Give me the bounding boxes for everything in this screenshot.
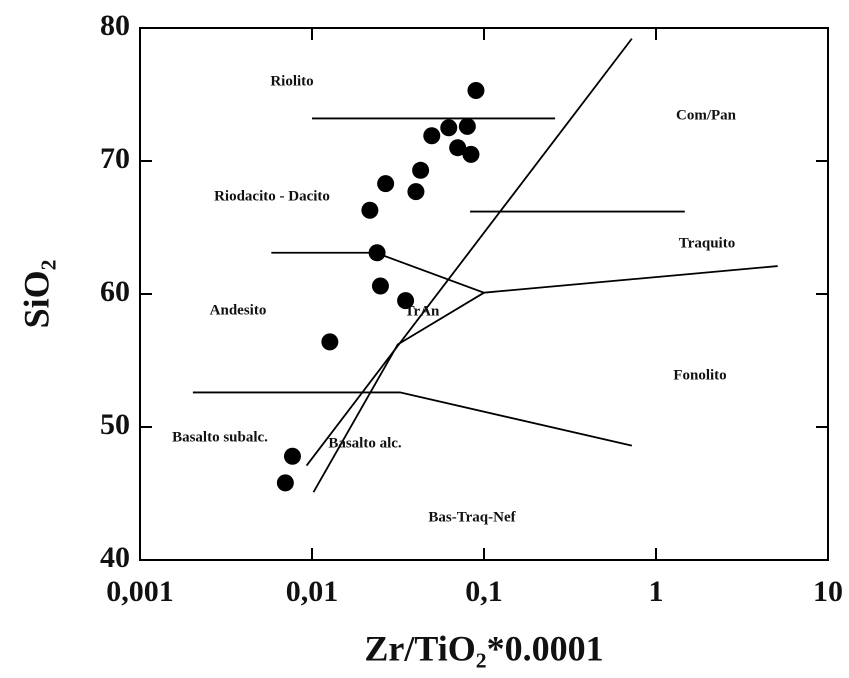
data-point: [467, 82, 485, 100]
data-point: [361, 201, 379, 219]
data-point: [458, 117, 476, 135]
field-label: Riolito: [270, 73, 313, 89]
x-tick-label: 1: [649, 575, 664, 608]
field-label: Com/Pan: [676, 107, 737, 123]
data-point: [423, 127, 441, 145]
y-axis-label: SiO₂: [16, 260, 56, 329]
field-label: Traquito: [679, 235, 735, 251]
field-boundary: [305, 38, 633, 467]
x-tick-label: 0,001: [106, 575, 174, 608]
data-point: [321, 333, 339, 351]
field-label: Bas-Traq-Nef: [428, 509, 516, 525]
field-boundary: [312, 291, 485, 493]
x-tick-label: 0,1: [465, 575, 503, 608]
y-tick-label: 50: [100, 408, 130, 441]
field-label: Fonolito: [673, 367, 726, 383]
field-label: Basalto alc.: [328, 435, 402, 451]
field-label: Andesito: [210, 302, 267, 318]
data-point: [462, 145, 480, 163]
data-point: [407, 183, 425, 201]
data-point: [283, 447, 301, 465]
data-point: [276, 474, 294, 492]
data-point: [371, 277, 389, 295]
data-point: [412, 161, 430, 179]
field-boundary: [271, 251, 778, 294]
y-tick-label: 60: [100, 275, 130, 308]
data-point: [397, 292, 415, 310]
field-boundary: [192, 391, 633, 447]
x-tick-label: 0,01: [286, 575, 339, 608]
y-tick-label: 70: [100, 142, 130, 175]
x-tick-label: 10: [813, 575, 843, 608]
x-axis-label: Zr/TiO₂*0.0001: [364, 628, 603, 668]
field-label: Riodacito - Dacito: [214, 188, 330, 204]
data-point: [368, 244, 386, 262]
y-tick-label: 40: [100, 541, 130, 574]
field-label: Basalto subalc.: [172, 429, 268, 445]
field-label: TrAn: [405, 303, 440, 319]
data-point: [377, 175, 395, 193]
data-point: [449, 139, 467, 157]
y-tick-label: 80: [100, 9, 130, 42]
data-point: [440, 119, 458, 137]
